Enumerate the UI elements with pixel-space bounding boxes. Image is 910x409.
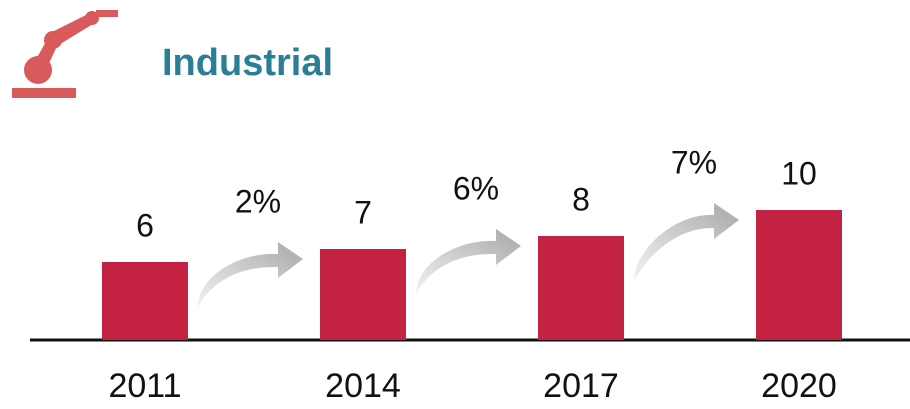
x-tick-label: 2014 — [325, 367, 401, 405]
growth-arrow — [198, 242, 303, 307]
bar — [538, 236, 624, 340]
bar — [102, 262, 188, 340]
growth-label: 6% — [453, 170, 499, 206]
growth-arrow — [634, 203, 739, 281]
growth-arrow — [416, 229, 521, 294]
x-tick-label: 2011 — [108, 367, 181, 405]
bar — [320, 249, 406, 340]
chart-title: Industrial — [162, 42, 333, 84]
x-tick-label: 2017 — [543, 367, 619, 405]
value-label: 8 — [572, 181, 590, 217]
value-label: 10 — [781, 155, 817, 191]
robot-icon — [12, 10, 118, 98]
bar — [756, 210, 842, 340]
x-tick-label: 2020 — [761, 367, 837, 405]
growth-label: 2% — [235, 183, 281, 219]
value-label: 6 — [136, 207, 154, 243]
value-label: 7 — [354, 194, 372, 230]
growth-label: 7% — [671, 144, 717, 180]
